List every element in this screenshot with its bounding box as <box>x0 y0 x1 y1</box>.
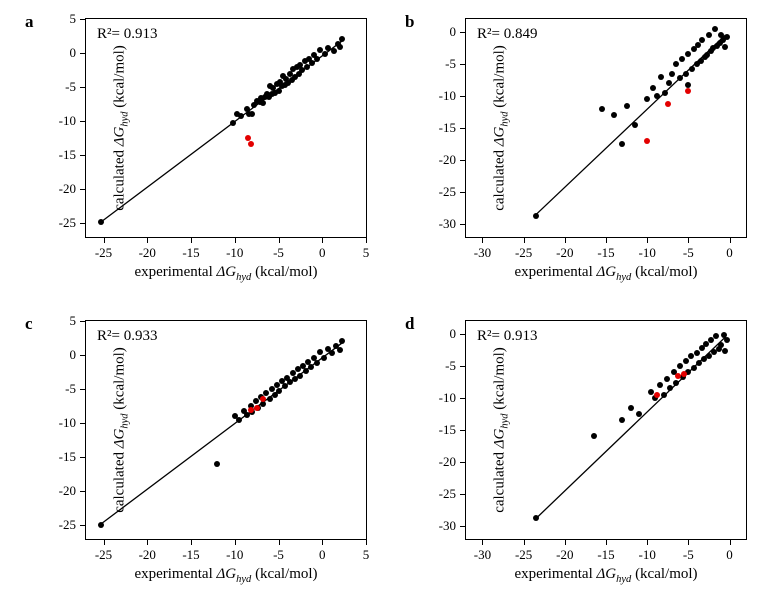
data-point <box>636 411 642 417</box>
xtick-label: -5 <box>683 547 694 563</box>
data-point <box>628 405 634 411</box>
figure: -25-20-15-10-505-25-20-15-10-505experime… <box>0 0 784 605</box>
ytick <box>460 526 466 527</box>
data-point <box>654 392 660 398</box>
panel-d: -30 -25 -20 -15 -10 -5 0 -30 -25 -20 -15 -10 -5 0 expe… <box>0 0 784 605</box>
ytick-label: -10 <box>439 390 456 406</box>
data-point <box>664 376 670 382</box>
ytick-label: -15 <box>439 422 456 438</box>
plot-area-d: -30-25-20-15-10-50-30-25-20-15-10-50expe… <box>465 320 747 540</box>
data-point <box>673 380 679 386</box>
xtick-label: -15 <box>597 547 614 563</box>
xlabel: experimental ΔGhyd (kcal/mol) <box>514 566 697 585</box>
ytick <box>460 334 466 335</box>
data-point <box>657 382 663 388</box>
ytick-label: -25 <box>439 486 456 502</box>
data-point <box>691 365 697 371</box>
data-point <box>724 337 730 343</box>
data-point <box>713 333 719 339</box>
ytick-label: -20 <box>439 454 456 470</box>
xtick <box>565 539 566 545</box>
xtick <box>524 539 525 545</box>
xtick <box>606 539 607 545</box>
ytick <box>460 462 466 463</box>
panel-letter-d: d <box>405 314 414 334</box>
xtick <box>688 539 689 545</box>
data-point <box>718 342 724 348</box>
xtick-label: -20 <box>556 547 573 563</box>
data-point <box>533 515 539 521</box>
data-point <box>683 358 689 364</box>
data-point <box>619 417 625 423</box>
ytick <box>460 494 466 495</box>
xtick <box>482 539 483 545</box>
ytick-label: 0 <box>450 326 457 342</box>
data-point <box>694 350 700 356</box>
ylabel: calculated ΔGhyd (kcal/mol) <box>491 347 510 513</box>
ytick-label: -5 <box>445 358 456 374</box>
data-point <box>667 385 673 391</box>
data-point <box>661 392 667 398</box>
xtick-label: -30 <box>474 547 491 563</box>
data-point <box>591 433 597 439</box>
xtick-label: -25 <box>515 547 532 563</box>
data-point <box>706 353 712 359</box>
xtick <box>647 539 648 545</box>
xtick-label: 0 <box>726 547 733 563</box>
data-point <box>681 371 687 377</box>
ytick <box>460 430 466 431</box>
xtick-label: -10 <box>639 547 656 563</box>
xtick <box>730 539 731 545</box>
r2-label-d: R²= 0.913 <box>477 328 537 345</box>
data-point <box>675 373 681 379</box>
data-point <box>677 363 683 369</box>
ytick-label: -30 <box>439 518 456 534</box>
data-point <box>722 348 728 354</box>
ytick <box>460 366 466 367</box>
ytick <box>460 398 466 399</box>
